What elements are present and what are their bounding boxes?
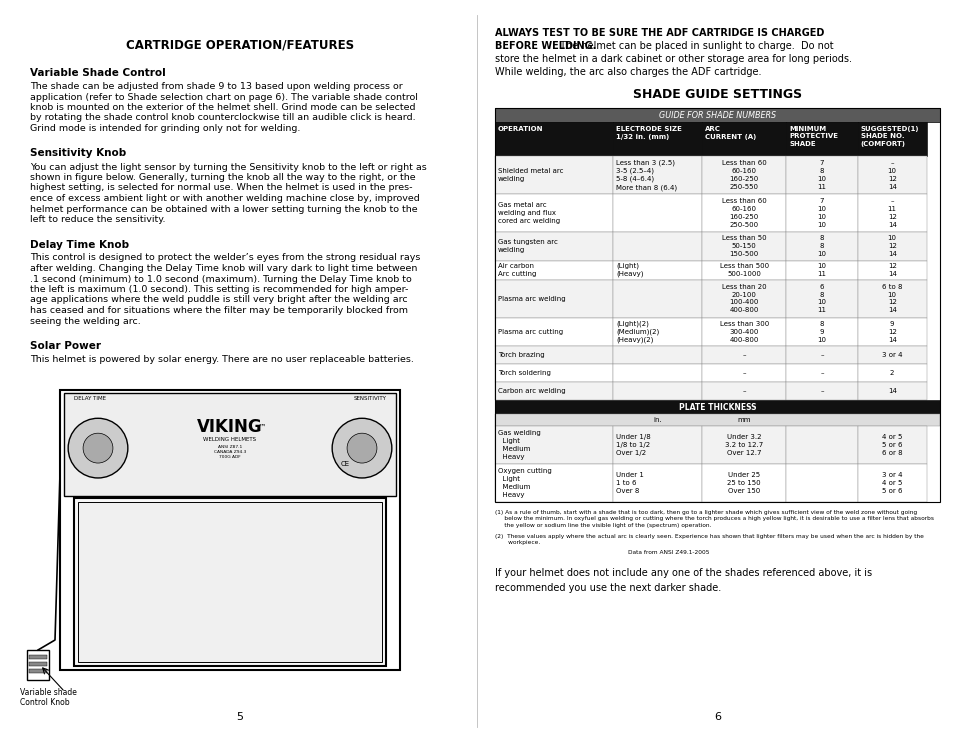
Bar [701, 232, 785, 260]
Bar [612, 194, 701, 232]
Text: ANSI Z87.1
CANADA Z94.3
700G ADF: ANSI Z87.1 CANADA Z94.3 700G ADF [213, 444, 246, 459]
Text: highest setting, is selected for normal use. When the helmet is used in the pres: highest setting, is selected for normal … [30, 183, 412, 192]
Bar [701, 464, 785, 502]
Bar [785, 122, 857, 156]
Bar [74, 498, 386, 666]
Text: mm: mm [737, 417, 750, 423]
Bar [495, 108, 939, 122]
Text: Less than 500
500-1000: Less than 500 500-1000 [719, 263, 768, 277]
Bar [64, 393, 395, 496]
Text: Gas metal arc
welding and flux
cored arc welding: Gas metal arc welding and flux cored arc… [497, 203, 559, 224]
Bar [78, 502, 381, 662]
Bar [612, 232, 701, 260]
Text: WELDING HELMETS: WELDING HELMETS [203, 437, 256, 441]
Bar [495, 414, 939, 426]
Text: –: – [741, 388, 745, 394]
Text: Grind mode is intended for grinding only not for welding.: Grind mode is intended for grinding only… [30, 124, 300, 133]
Text: The shade can be adjusted from shade 9 to 13 based upon welding process or: The shade can be adjusted from shade 9 t… [30, 82, 402, 91]
Text: ™: ™ [257, 423, 266, 432]
Bar [857, 464, 925, 502]
Bar [785, 364, 857, 382]
Bar [785, 382, 857, 400]
Bar [495, 194, 612, 232]
Text: Under 25
25 to 150
Over 150: Under 25 25 to 150 Over 150 [726, 472, 760, 493]
Bar [785, 318, 857, 346]
Text: application (refer to Shade selection chart on page 6). The variable shade contr: application (refer to Shade selection ch… [30, 93, 417, 102]
Text: 7
8
10
11: 7 8 10 11 [817, 160, 825, 190]
Text: Gas tungsten arc
welding: Gas tungsten arc welding [497, 240, 558, 253]
Text: Variable shade
Control Knob: Variable shade Control Knob [20, 688, 77, 707]
Text: seeing the welding arc.: seeing the welding arc. [30, 317, 141, 326]
Text: The helmet can be placed in sunlight to charge.  Do not: The helmet can be placed in sunlight to … [557, 41, 833, 51]
Bar [29, 655, 47, 659]
Bar [612, 260, 701, 280]
Bar [612, 364, 701, 382]
Bar [701, 346, 785, 364]
Text: .1 second (minimum) to 1.0 second (maximum). Turning the Delay Time knob to: .1 second (minimum) to 1.0 second (maxim… [30, 275, 412, 283]
Bar [495, 280, 612, 318]
Bar [785, 232, 857, 260]
Bar [495, 426, 612, 464]
Bar [785, 156, 857, 194]
Text: SHADE GUIDE SETTINGS: SHADE GUIDE SETTINGS [632, 88, 801, 101]
Text: shown in figure below. Generally, turning the knob all the way to the right, or : shown in figure below. Generally, turnin… [30, 173, 416, 182]
Text: Gas welding
  Light
  Medium
  Heavy: Gas welding Light Medium Heavy [497, 430, 540, 459]
Text: Torch soldering: Torch soldering [497, 370, 550, 376]
Text: Plasma arc welding: Plasma arc welding [497, 295, 565, 301]
Bar [612, 280, 701, 318]
Text: Oxygen cutting
  Light
  Medium
  Heavy: Oxygen cutting Light Medium Heavy [497, 468, 551, 498]
Bar [857, 426, 925, 464]
Text: 6 to 8
10
12
14: 6 to 8 10 12 14 [881, 284, 902, 313]
Bar [857, 318, 925, 346]
Text: BEFORE WELDING.: BEFORE WELDING. [495, 41, 596, 51]
Text: Sensitivity Knob: Sensitivity Knob [30, 148, 126, 159]
Bar [495, 400, 939, 414]
Text: after welding. Changing the Delay Time knob will vary dark to light time between: after welding. Changing the Delay Time k… [30, 264, 417, 273]
Text: Under 1
1 to 6
Over 8: Under 1 1 to 6 Over 8 [616, 472, 643, 493]
Text: 3 or 4: 3 or 4 [881, 352, 902, 358]
Bar [857, 346, 925, 364]
Text: 10
12
14: 10 12 14 [886, 235, 896, 257]
Text: Plasma arc cutting: Plasma arc cutting [497, 329, 562, 335]
Text: GUIDE FOR SHADE NUMBERS: GUIDE FOR SHADE NUMBERS [659, 111, 775, 119]
Text: –: – [820, 370, 823, 376]
Text: If your helmet does not include any one of the shades referenced above, it is
re: If your helmet does not include any one … [495, 568, 871, 593]
Bar [495, 260, 612, 280]
Text: has ceased and for situations where the filter may be temporarily blocked from: has ceased and for situations where the … [30, 306, 408, 315]
Bar [495, 122, 612, 156]
Text: Less than 20
20-100
100-400
400-800: Less than 20 20-100 100-400 400-800 [721, 284, 765, 313]
Text: 8
9
10: 8 9 10 [817, 321, 825, 343]
Bar [701, 194, 785, 232]
Bar [701, 280, 785, 318]
Text: MINIMUM
PROTECTIVE
SHADE: MINIMUM PROTECTIVE SHADE [789, 126, 838, 147]
Bar [612, 122, 701, 156]
Bar [701, 318, 785, 346]
Text: Less than 60
60-160
160-250
250-550: Less than 60 60-160 160-250 250-550 [721, 160, 766, 190]
Circle shape [332, 418, 392, 478]
Text: in.: in. [653, 417, 661, 423]
Text: Less than 300
300-400
400-800: Less than 300 300-400 400-800 [719, 321, 768, 343]
Bar [27, 650, 49, 680]
Text: store the helmet in a dark cabinet or other storage area for long periods.: store the helmet in a dark cabinet or ot… [495, 54, 851, 64]
Text: (Light)(2)
(Medium)(2)
(Heavy)(2): (Light)(2) (Medium)(2) (Heavy)(2) [616, 321, 659, 344]
Text: Under 1/8
1/8 to 1/2
Over 1/2: Under 1/8 1/8 to 1/2 Over 1/2 [616, 434, 650, 456]
Text: by rotating the shade control knob counterclockwise till an audible click is hea: by rotating the shade control knob count… [30, 114, 416, 122]
Text: ELECTRODE SIZE
1/32 in. (mm): ELECTRODE SIZE 1/32 in. (mm) [616, 126, 681, 139]
Text: –
10
12
14: – 10 12 14 [886, 160, 896, 190]
Text: (1) As a rule of thumb, start with a shade that is too dark, then go to a lighte: (1) As a rule of thumb, start with a sha… [495, 510, 933, 528]
Text: ence of excess ambient light or with another welding machine close by, improved: ence of excess ambient light or with ano… [30, 194, 419, 203]
Circle shape [68, 418, 128, 478]
Text: Under 3.2
3.2 to 12.7
Over 12.7: Under 3.2 3.2 to 12.7 Over 12.7 [724, 434, 762, 456]
Text: Air carbon
Arc cutting: Air carbon Arc cutting [497, 263, 536, 277]
Bar [857, 364, 925, 382]
Text: 7
10
10
10: 7 10 10 10 [817, 198, 825, 228]
Bar [701, 122, 785, 156]
Text: This control is designed to protect the welder’s eyes from the strong residual r: This control is designed to protect the … [30, 254, 420, 263]
Text: While welding, the arc also charges the ADF cartridge.: While welding, the arc also charges the … [495, 67, 760, 77]
Bar [857, 156, 925, 194]
Text: CARTRIDGE OPERATION/FEATURES: CARTRIDGE OPERATION/FEATURES [126, 38, 354, 51]
Bar [857, 122, 925, 156]
Text: SUGGESTED(1)
SHADE NO.
(COMFORT): SUGGESTED(1) SHADE NO. (COMFORT) [860, 126, 918, 147]
Bar [857, 260, 925, 280]
Bar [495, 364, 612, 382]
